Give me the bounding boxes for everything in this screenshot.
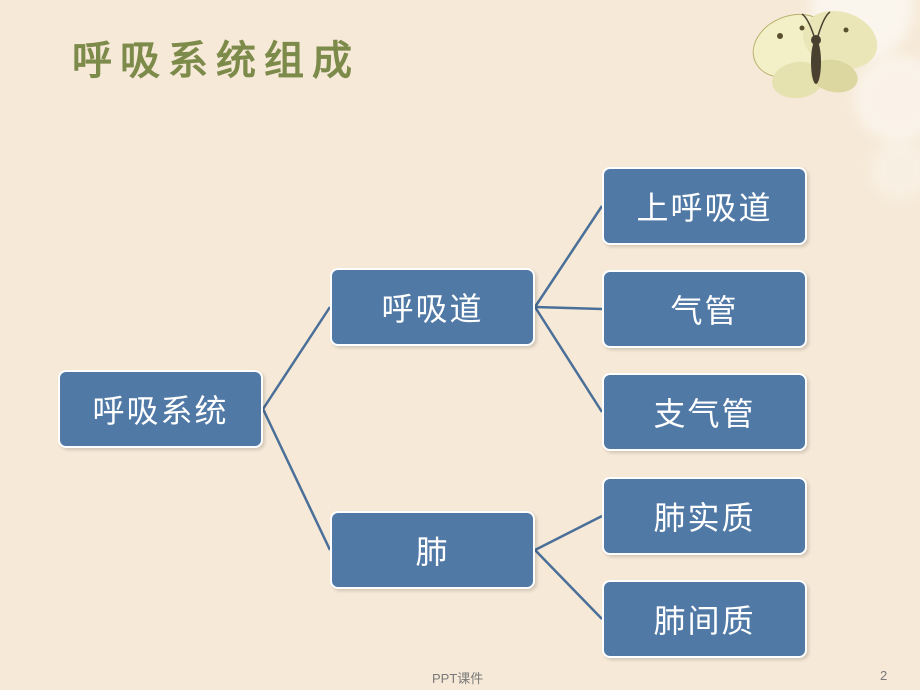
page-title: 呼吸系统组成 bbox=[72, 28, 360, 86]
tree-edge bbox=[535, 307, 602, 309]
butterfly-icon bbox=[740, 4, 890, 114]
slide: 呼吸系统组成 呼吸系统呼吸道肺 上呼吸道气管支气管肺实质肺间质 PPT课件 2 bbox=[0, 0, 920, 690]
tree-node-n2a: 肺实质 bbox=[602, 477, 807, 555]
page-number: 2 bbox=[880, 668, 887, 683]
tree-node-n1a: 上呼吸道 bbox=[602, 167, 807, 245]
tree-node-n1b: 气管 bbox=[602, 270, 807, 348]
tree-edge bbox=[535, 550, 602, 619]
bokeh-circle bbox=[870, 140, 920, 200]
tree-edge bbox=[535, 206, 602, 307]
tree-node-root: 呼吸系统 bbox=[58, 370, 263, 448]
tree-edge bbox=[263, 307, 330, 409]
tree-edge bbox=[263, 409, 330, 550]
tree-node-n2b: 肺间质 bbox=[602, 580, 807, 658]
tree-node-n2: 肺 bbox=[330, 511, 535, 589]
tree-edge bbox=[535, 307, 602, 412]
footer-label: PPT课件 bbox=[432, 668, 483, 687]
tree-node-n1c: 支气管 bbox=[602, 373, 807, 451]
tree-node-n1: 呼吸道 bbox=[330, 268, 535, 346]
tree-edge bbox=[535, 516, 602, 550]
